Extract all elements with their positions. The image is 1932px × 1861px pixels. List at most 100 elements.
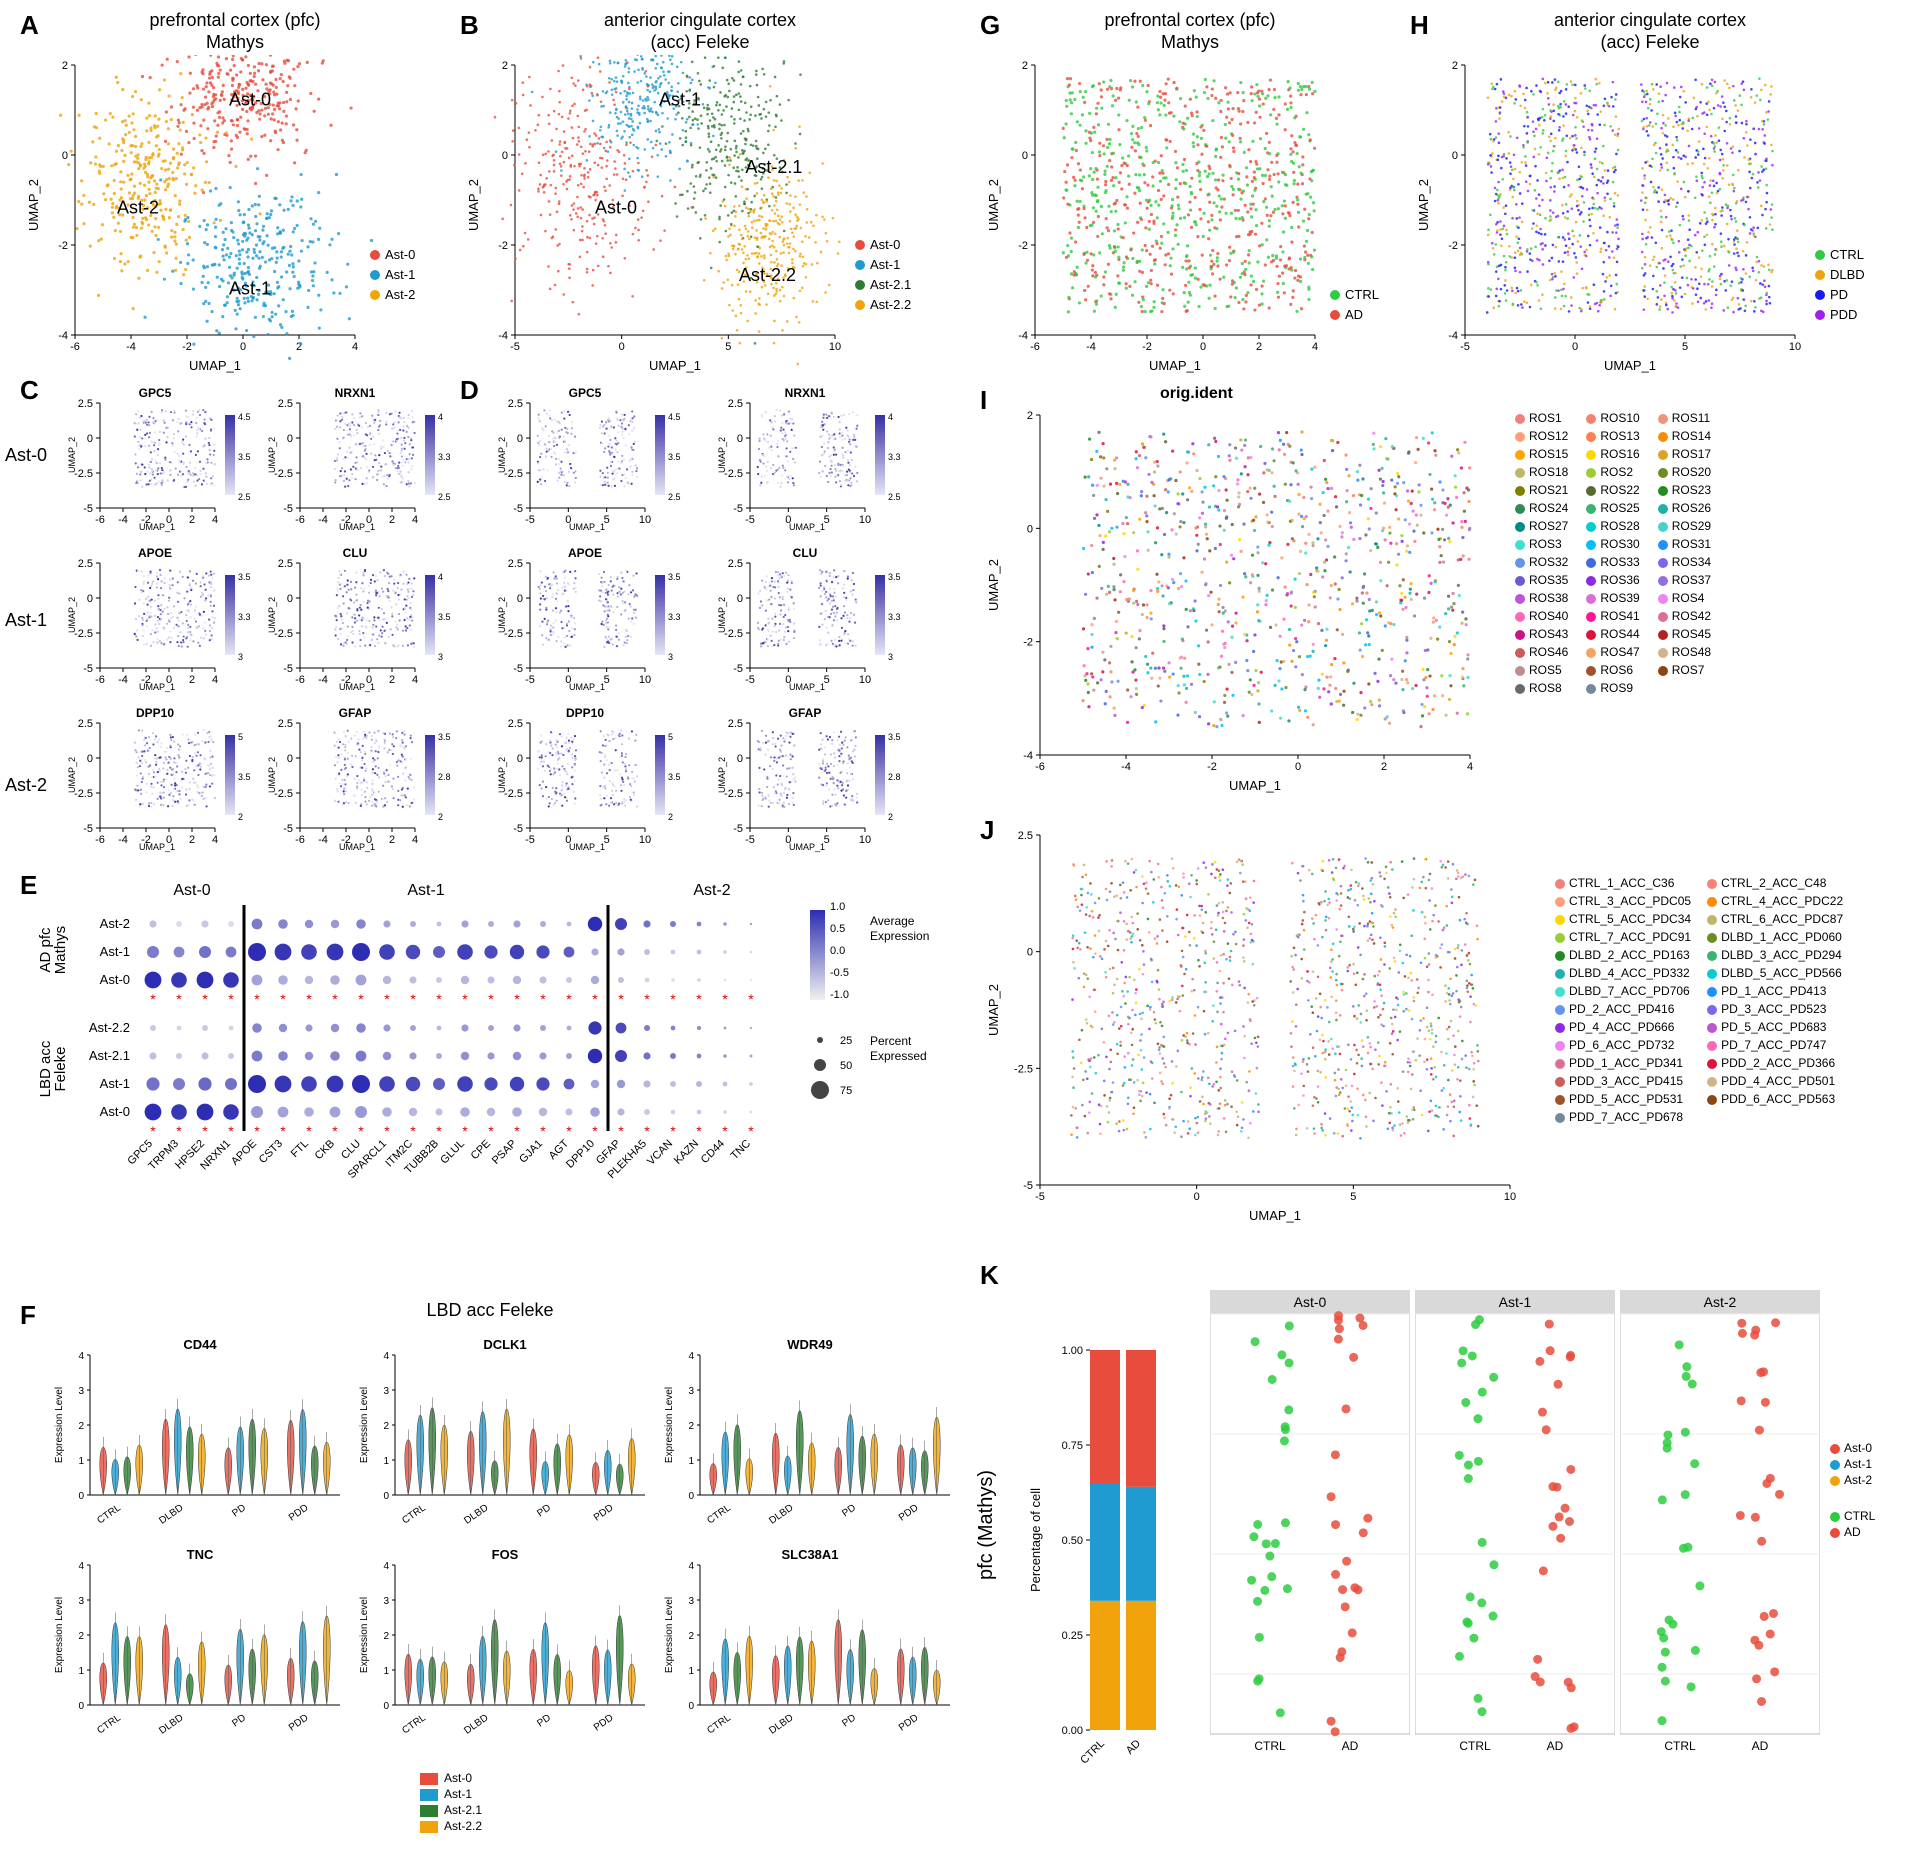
legend-PDD_1_ACC_PD341: PDD_1_ACC_PD341 (1555, 1055, 1691, 1071)
svg-text:NRXN1: NRXN1 (785, 386, 826, 400)
svg-text:-5: -5 (745, 674, 755, 686)
svg-text:-4: -4 (58, 330, 68, 342)
svg-text:2.5: 2.5 (728, 558, 743, 570)
panel-a-svg: -6-4-2024-4-202UMAP_2UMAP_1Ast-0Ast-1Ast… (20, 55, 450, 385)
svg-text:Ast-1: Ast-1 (870, 257, 900, 272)
feature-GPC5: GPC5-50510-5-2.502.5UMAP_2UMAP_14.53.52.… (495, 385, 695, 540)
legend-ROS21: ROS21 (1515, 482, 1568, 498)
panel-k: Kpfc (Mathys)0.000.250.500.751.00Percent… (980, 1260, 1920, 1840)
panel-f-label: F (20, 1300, 36, 1331)
svg-text:-4: -4 (118, 674, 128, 686)
svg-text:NRXN1: NRXN1 (335, 386, 376, 400)
svg-text:Ast-2.1: Ast-2.1 (870, 277, 911, 292)
legend-DLBD_5_ACC_PD566: DLBD_5_ACC_PD566 (1707, 965, 1843, 981)
legend-PDD_2_ACC_PD366: PDD_2_ACC_PD366 (1707, 1055, 1843, 1071)
legend-ROS36: ROS36 (1586, 572, 1639, 588)
panel-f-title: LBD acc Feleke (50, 1300, 930, 1321)
svg-text:UMAP_1: UMAP_1 (339, 682, 375, 692)
svg-text:-6: -6 (295, 514, 305, 526)
svg-text:0: 0 (87, 433, 93, 445)
feature-GFAP: GFAP-50510-5-2.502.5UMAP_2UMAP_13.52.82 (715, 705, 915, 860)
legend-ROS43: ROS43 (1515, 626, 1568, 642)
svg-text:3.5: 3.5 (238, 772, 251, 782)
legend-ROS6: ROS6 (1586, 662, 1639, 678)
svg-text:-5: -5 (83, 663, 93, 675)
legend-ROS27: ROS27 (1515, 518, 1568, 534)
legend-CTRL_6_ACC_PDC87: CTRL_6_ACC_PDC87 (1707, 911, 1843, 927)
legend-ROS42: ROS42 (1658, 608, 1711, 624)
panel-g: Gprefrontal cortex (pfc)Mathys-6-4-2024-… (980, 10, 1400, 380)
svg-text:CLU: CLU (343, 546, 368, 560)
legend-ROS3: ROS3 (1515, 536, 1568, 552)
svg-text:-6: -6 (95, 674, 105, 686)
svg-text:3.3: 3.3 (888, 452, 901, 462)
svg-text:-5: -5 (745, 514, 755, 526)
legend-ROS44: ROS44 (1586, 626, 1639, 642)
legend-Ast-2.2: Ast-2.2 (420, 1818, 482, 1834)
svg-text:-5: -5 (525, 514, 535, 526)
svg-text:0: 0 (517, 593, 523, 605)
violin-CD44: CD4401234Expression LevelCTRLDLBDPDPDD (50, 1335, 350, 1540)
panel-a-title2: Mathys (50, 32, 420, 53)
svg-text:UMAP_1: UMAP_1 (139, 842, 175, 852)
svg-text:-6: -6 (295, 674, 305, 686)
svg-text:GPC5: GPC5 (569, 386, 602, 400)
svg-text:-5: -5 (283, 503, 293, 515)
svg-text:UMAP_2: UMAP_2 (67, 597, 77, 633)
svg-text:3.5: 3.5 (238, 572, 251, 582)
svg-text:DPP10: DPP10 (566, 706, 604, 720)
legend-ROS47: ROS47 (1586, 644, 1639, 660)
panel-h-title2: (acc) Feleke (1440, 32, 1860, 53)
svg-text:10: 10 (639, 674, 651, 686)
legend-ROS33: ROS33 (1586, 554, 1639, 570)
svg-text:0: 0 (502, 150, 508, 162)
svg-text:-4: -4 (498, 330, 508, 342)
svg-text:0: 0 (619, 341, 625, 353)
legend-ROS28: ROS28 (1586, 518, 1639, 534)
legend-Ast-2: Ast-2 (1830, 1472, 1875, 1488)
svg-text:2.5: 2.5 (278, 558, 293, 570)
legend-ROS26: ROS26 (1658, 500, 1711, 516)
svg-text:UMAP_1: UMAP_1 (789, 682, 825, 692)
svg-text:2: 2 (62, 60, 68, 72)
svg-text:UMAP_2: UMAP_2 (497, 597, 507, 633)
svg-text:UMAP_2: UMAP_2 (67, 437, 77, 473)
svg-text:2.5: 2.5 (238, 492, 251, 502)
legend-Ast-0: Ast-0 (1830, 1440, 1875, 1456)
legend-ROS2: ROS2 (1586, 464, 1639, 480)
svg-text:2.5: 2.5 (888, 492, 901, 502)
svg-text:-4: -4 (318, 674, 328, 686)
legend-ROS40: ROS40 (1515, 608, 1568, 624)
svg-text:2.5: 2.5 (78, 398, 93, 410)
svg-text:10: 10 (829, 341, 841, 353)
legend-ROS24: ROS24 (1515, 500, 1568, 516)
svg-text:0: 0 (737, 593, 743, 605)
legend-ROS29: ROS29 (1658, 518, 1711, 534)
legend-PD_6_ACC_PD732: PD_6_ACC_PD732 (1555, 1037, 1691, 1053)
legend-PD_1_ACC_PD413: PD_1_ACC_PD413 (1707, 983, 1843, 999)
feature-CLU: CLU-50510-5-2.502.5UMAP_2UMAP_13.53.33 (715, 545, 915, 700)
legend-PDD_7_ACC_PD678: PDD_7_ACC_PD678 (1555, 1109, 1691, 1125)
svg-text:2: 2 (389, 514, 395, 526)
panel-g-svg: -6-4-2024-4-202UMAP_2UMAP_1CTRLAD (980, 55, 1400, 385)
legend-AD: AD (1830, 1524, 1875, 1540)
svg-text:4.5: 4.5 (238, 412, 251, 422)
svg-text:-6: -6 (70, 341, 80, 353)
legend-DLBD_3_ACC_PD294: DLBD_3_ACC_PD294 (1707, 947, 1843, 963)
svg-text:0: 0 (517, 433, 523, 445)
svg-text:UMAP_2: UMAP_2 (717, 437, 727, 473)
legend-ROS38: ROS38 (1515, 590, 1568, 606)
svg-text:2.5: 2.5 (508, 718, 523, 730)
svg-text:-2: -2 (498, 240, 508, 252)
violin-WDR49: WDR4901234Expression LevelCTRLDLBDPDPDD (660, 1335, 960, 1540)
legend-CTRL_7_ACC_PDC91: CTRL_7_ACC_PDC91 (1555, 929, 1691, 945)
panel-f-legend: Ast-0Ast-1Ast-2.1Ast-2.2 (420, 1770, 482, 1834)
svg-text:3: 3 (888, 652, 893, 662)
svg-text:APOE: APOE (568, 546, 602, 560)
svg-text:4: 4 (212, 834, 218, 846)
panel-h-svg: -50510-4-202UMAP_2UMAP_1CTRLDLBDPDPDD (1410, 55, 1920, 385)
legend-PD_3_ACC_PD523: PD_3_ACC_PD523 (1707, 1001, 1843, 1017)
svg-text:UMAP_2: UMAP_2 (466, 179, 481, 231)
legend-DLBD_2_ACC_PD163: DLBD_2_ACC_PD163 (1555, 947, 1691, 963)
svg-text:4.5: 4.5 (668, 412, 681, 422)
